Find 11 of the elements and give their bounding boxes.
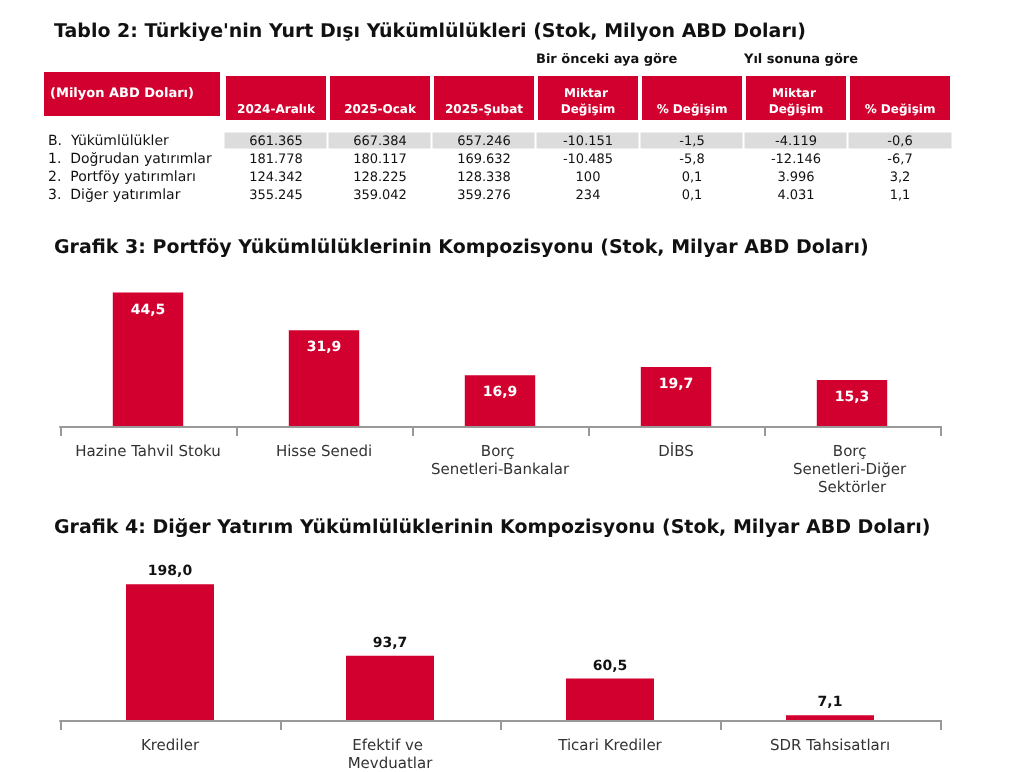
bar xyxy=(464,375,536,426)
chart-title: Grafik 3: Portföy Yükümlülüklerinin Kompozisyonu (Stok, Milyar ABD Doları) xyxy=(54,237,869,259)
bar xyxy=(288,330,360,426)
bar xyxy=(816,380,888,426)
bar xyxy=(112,292,184,426)
chart-title: Tablo 2: Türkiye'nin Yurt Dışı Yükümlülükleri (Stok, Milyon ABD Doları) xyxy=(54,21,806,43)
bar xyxy=(346,655,434,720)
bar xyxy=(126,584,214,720)
chart-title: Grafik 4: Diğer Yatırım Yükümlülüklerinin Kompozisyonu (Stok, Milyar ABD Doları) xyxy=(54,517,931,539)
bar xyxy=(640,366,712,426)
bar xyxy=(566,678,654,720)
